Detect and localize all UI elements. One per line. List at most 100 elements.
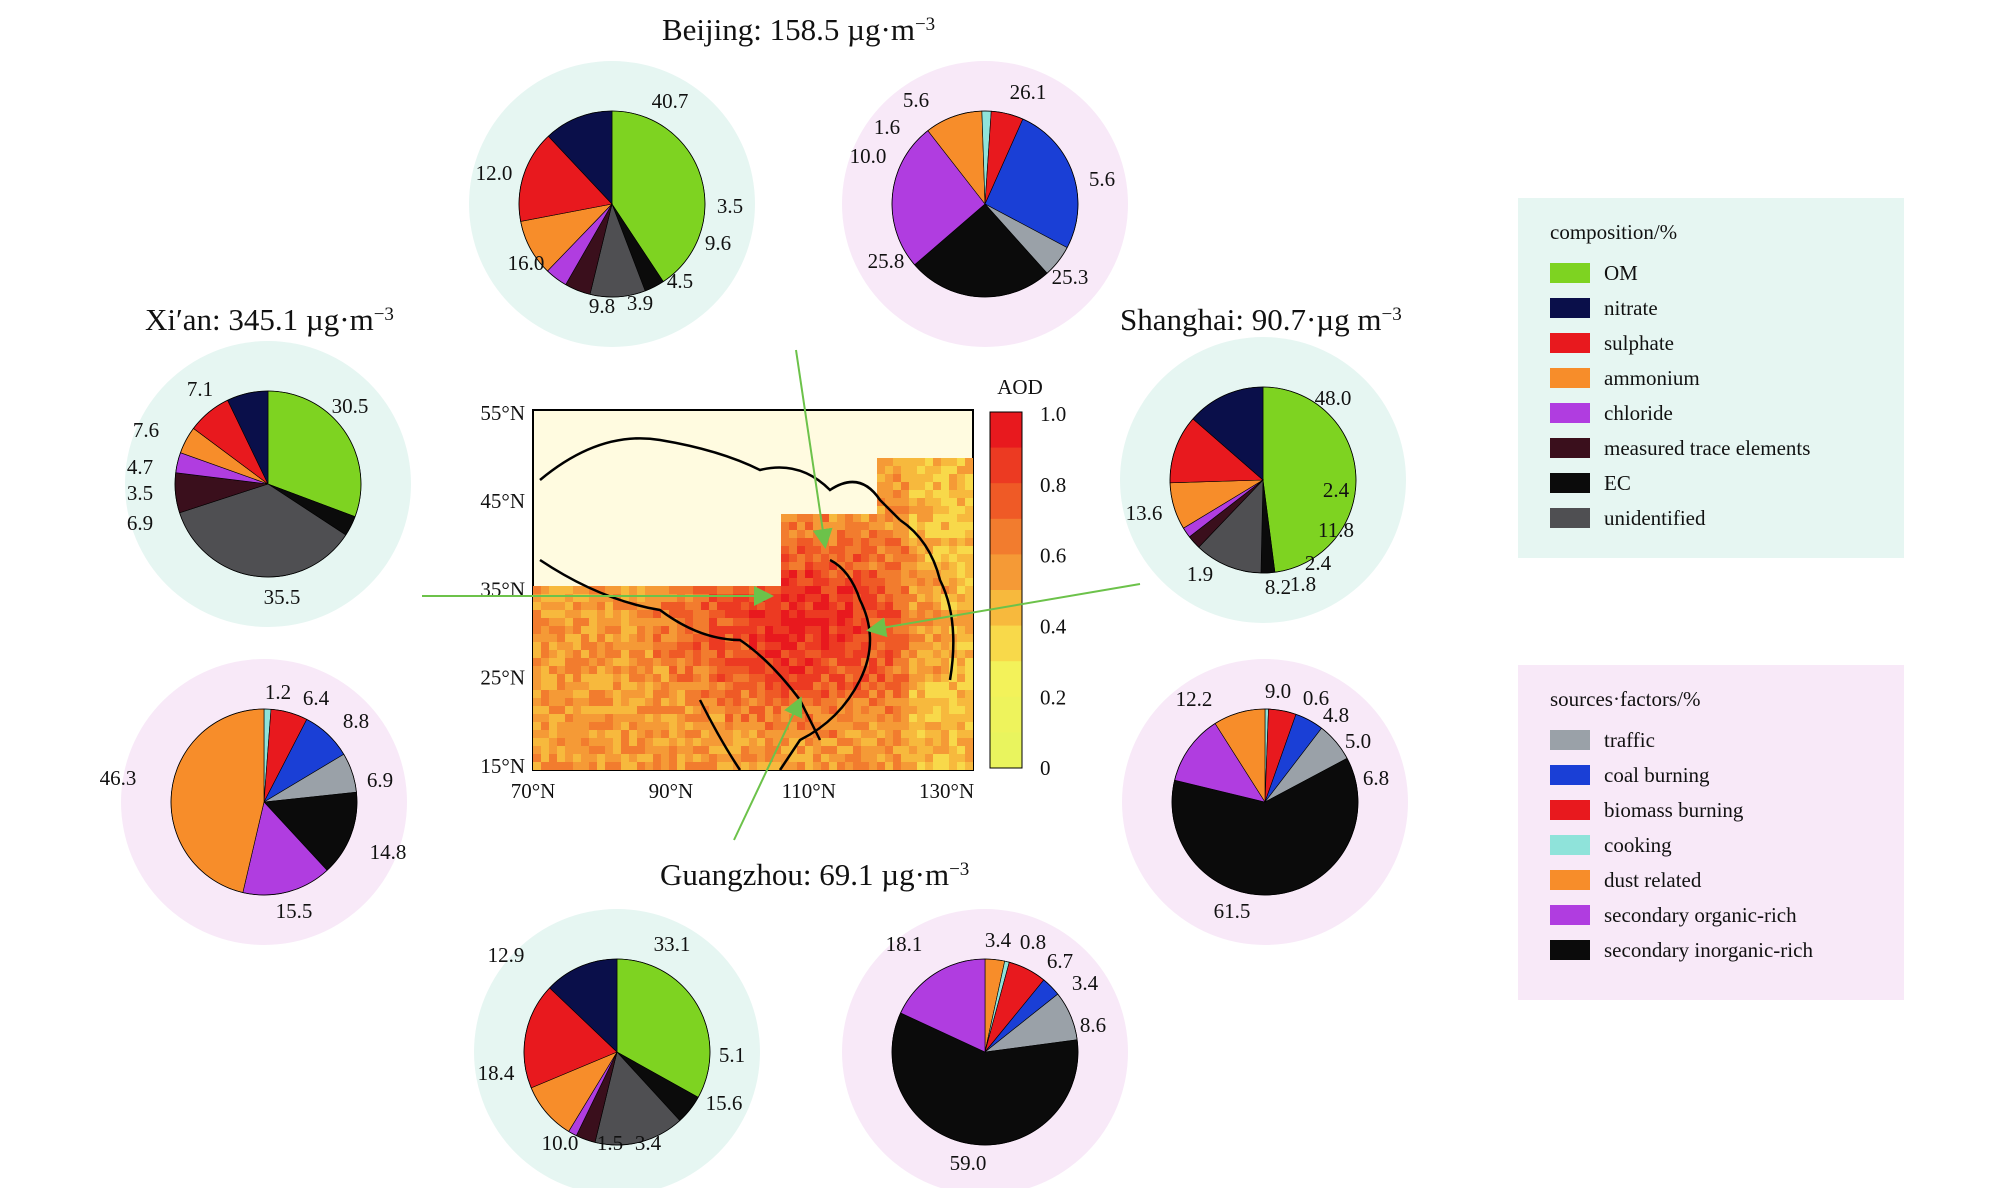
legend-swatch — [1550, 403, 1590, 423]
legend-swatch — [1550, 438, 1590, 458]
pie-outline — [891, 110, 1079, 298]
legend-swatch — [1550, 870, 1590, 890]
legend-label: EC — [1604, 470, 1631, 495]
aod-map: 55°N 45°N 35°N 25°N 15°N70°N 90°N 110°N 130°N AO… — [480, 375, 1066, 803]
slice-value-label: 4.5 — [667, 269, 693, 293]
legend-swatch — [1550, 298, 1590, 318]
slice-value-label: 48.0 — [1315, 386, 1352, 410]
colorbar-tick: 0.2 — [1040, 685, 1066, 709]
legend-swatch — [1550, 765, 1590, 785]
slice-value-label: 5.6 — [903, 88, 929, 112]
colorbar-segment — [990, 732, 1022, 769]
slice-value-label: 7.1 — [187, 377, 213, 401]
slice-value-label: 8.2 — [1265, 575, 1291, 599]
slice-value-label: 13.6 — [1126, 501, 1163, 525]
slice-value-label: 10.0 — [542, 1131, 579, 1155]
composition-legend-title: composition/% — [1550, 220, 1678, 244]
legend-swatch — [1550, 333, 1590, 353]
legend-label: cooking — [1604, 832, 1672, 857]
slice-value-label: 4.8 — [1323, 703, 1349, 727]
location-arrow — [866, 583, 1141, 638]
title-superscript: −3 — [915, 14, 935, 35]
legend-label: secondary inorganic-rich — [1604, 937, 1813, 962]
legend-item-ammonium: ammonium — [1550, 365, 1700, 390]
map-border — [899, 518, 955, 681]
legend-item-nitrate: nitrate — [1550, 295, 1658, 320]
legend-swatch — [1550, 473, 1590, 493]
legend-label: unidentified — [1604, 505, 1706, 530]
legend-label: sulphate — [1604, 330, 1674, 355]
pie-outline — [1169, 386, 1357, 574]
map-lon-label: 70°N — [511, 779, 556, 803]
legend-item-ec: EC — [1550, 470, 1631, 495]
slice-value-label: 1.8 — [1290, 572, 1316, 596]
pie-xian-sources: 1.2 6.4 8.8 6.9 14.8 15.5 46.3 — [100, 680, 407, 923]
slice-value-label: 40.7 — [652, 89, 689, 113]
slice-value-label: 3.9 — [627, 291, 653, 315]
map-lat-label: 35°N — [480, 577, 525, 601]
slice-value-label: 6.7 — [1047, 949, 1073, 973]
slice-value-label: 6.4 — [303, 686, 330, 710]
slice-value-label: 35.5 — [264, 585, 301, 609]
slice-value-label: 46.3 — [100, 766, 137, 790]
pie-beijing-composition: 40.7 3.5 9.6 4.5 3.9 9.8 16.0 12.0 — [476, 89, 744, 318]
pie-outline — [1171, 708, 1359, 896]
sources-legend-title: sources·factors/% — [1550, 687, 1701, 711]
location-arrow — [795, 349, 833, 549]
map-lat-label: 45°N — [480, 489, 525, 513]
sources-legend: sources·factors/% traffic coal burning bio… — [1518, 665, 1904, 1000]
colorbar-frame — [989, 411, 1023, 769]
legend-label: traffic — [1604, 727, 1655, 752]
slice-value-label: 9.0 — [1265, 679, 1291, 703]
legend-label: coal burning — [1604, 762, 1710, 787]
slice-value-label: 1.9 — [1187, 562, 1213, 586]
legend-label: ammonium — [1604, 365, 1700, 390]
legend-item-measured_trace_elements: measured trace elements — [1550, 436, 1810, 460]
pie-xian-composition: 30.5 35.5 6.9 3.54.7 7.6 7.1 — [127, 377, 369, 609]
legend-label: secondary organic-rich — [1604, 902, 1797, 927]
legend-label: chloride — [1604, 400, 1673, 425]
slice-value-label: 25.8 — [868, 249, 905, 273]
slice-value-label: 3.4 — [1072, 971, 1099, 995]
pie-outline — [891, 958, 1079, 1146]
colorbar-segment — [990, 696, 1022, 733]
pie-guangzhou-sources: 3.4 0.86.73.48.659.018.1 — [886, 928, 1107, 1175]
legend-swatch — [1550, 835, 1590, 855]
pie-outline — [170, 708, 358, 896]
title-superscript: −3 — [1382, 304, 1402, 325]
pie-shanghai-composition: 48.02.411.82.41.88.21.913.6 — [1126, 386, 1357, 599]
legend-swatch — [1550, 800, 1590, 820]
legend-label: nitrate — [1604, 295, 1658, 320]
slice-value-label: 8.6 — [1080, 1013, 1106, 1037]
title-superscript: −3 — [949, 859, 969, 880]
colorbar-segment — [990, 554, 1022, 591]
slice-value-label: 5.1 — [719, 1043, 745, 1067]
slice-value-label: 15.5 — [276, 899, 313, 923]
slice-value-label: 14.8 — [370, 840, 407, 864]
colorbar-segment — [990, 483, 1022, 520]
legend-item-secondary_inorganic_rich: secondary inorganic-rich — [1550, 937, 1813, 962]
slice-value-label: 4.7 — [127, 455, 153, 479]
slice-value-label: 6.9 — [127, 511, 153, 535]
title-superscript: −3 — [374, 304, 394, 325]
slice-value-label: 5.0 — [1345, 729, 1371, 753]
slice-value-label: 3.5 — [717, 194, 743, 218]
slice-value-label: 5.6 — [1089, 167, 1115, 191]
pie-guangzhou-composition: 33.1 5.1 15.6 3.4 1.5 10.0 18.4 12.9 — [478, 932, 746, 1155]
slice-value-label: 0.6 — [1303, 686, 1329, 710]
colorbar-title: AOD — [997, 375, 1043, 399]
slice-value-label: 8.8 — [343, 709, 369, 733]
slice-value-label: 6.9 — [367, 768, 393, 792]
slice-value-label: 1.6 — [874, 115, 900, 139]
legend-item-dust_related: dust related — [1550, 868, 1701, 892]
composition-legend: composition/% OM nitrate sulphate ammonium c… — [1518, 198, 1904, 558]
legend-item-om: OM — [1550, 261, 1638, 285]
location-arrows — [422, 349, 1141, 841]
slice-value-label: 61.5 — [1214, 899, 1251, 923]
colorbar-tick: 0.8 — [1040, 473, 1066, 497]
map-lat-label: 15°N — [480, 754, 525, 778]
pie-outline — [523, 958, 711, 1146]
slice-value-label: 6.8 — [1363, 766, 1389, 790]
legend-item-coal_burning: coal burning — [1550, 762, 1710, 787]
